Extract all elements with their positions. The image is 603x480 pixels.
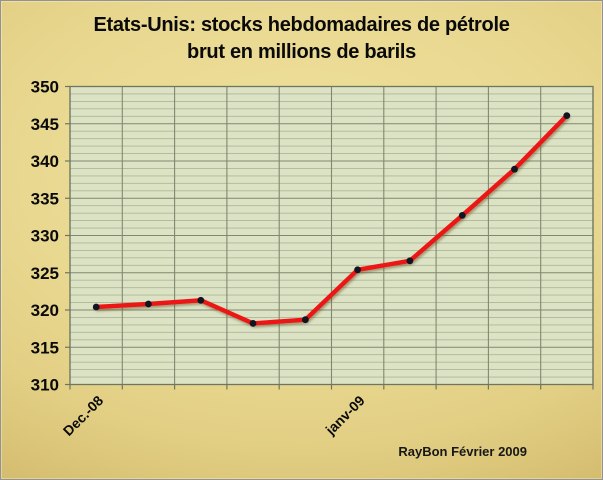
data-point-marker — [197, 296, 205, 304]
chart-title-line1: Etats-Unis: stocks hebdomadaires de pétr… — [93, 14, 510, 36]
series-line — [93, 113, 569, 326]
y-tick-label: 325 — [31, 264, 59, 283]
y-tick-label: 350 — [31, 78, 59, 97]
data-point-marker — [563, 112, 571, 119]
data-point-marker — [302, 316, 309, 324]
data-point-marker — [458, 212, 466, 219]
data-point-marker — [145, 300, 152, 308]
y-tick-label: 310 — [31, 376, 59, 395]
y-tick-label: 315 — [31, 338, 59, 357]
y-tick-label: 330 — [31, 227, 59, 246]
data-point-marker — [406, 257, 414, 265]
y-tick-label: 340 — [31, 152, 59, 171]
data-point-marker — [354, 266, 361, 274]
chart-title: Etats-Unis: stocks hebdomadaires de pétr… — [1, 12, 602, 66]
data-point-marker — [511, 165, 518, 173]
plot-border — [69, 85, 594, 386]
y-tick-label: 320 — [31, 301, 59, 320]
y-tick-label: 335 — [31, 189, 59, 208]
y-tick-label: 345 — [31, 115, 59, 134]
chart-title-line2: brut en millions de barils — [187, 41, 416, 63]
x-tick-label: janv-09 — [322, 392, 368, 438]
data-point-marker — [249, 320, 257, 327]
x-tick-label: Dec.-08 — [60, 392, 107, 439]
data-point-marker — [92, 303, 100, 311]
attribution-label: RayBon Février 2009 — [398, 444, 527, 459]
